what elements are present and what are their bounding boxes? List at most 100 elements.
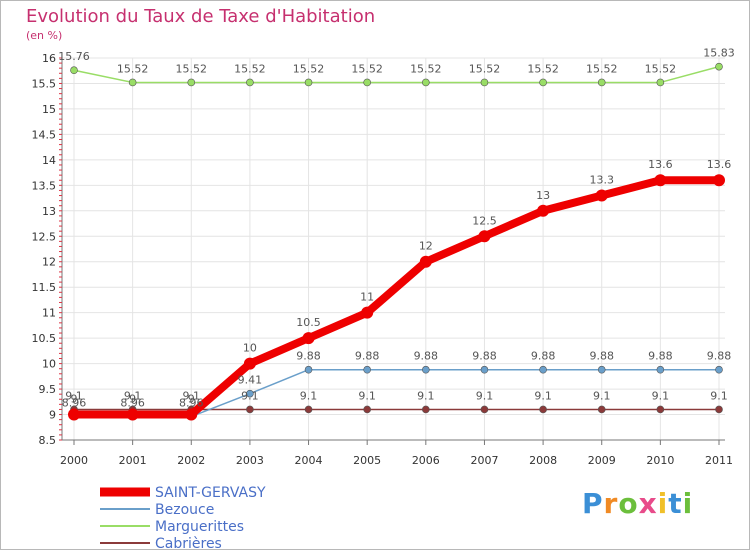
data-label: 9.1 xyxy=(652,389,670,402)
y-tick-label: 10 xyxy=(42,358,56,371)
data-point xyxy=(480,405,489,414)
x-tick-label: 2009 xyxy=(588,454,616,467)
data-label: 15.52 xyxy=(234,62,266,75)
x-tick-label: 2003 xyxy=(236,454,264,467)
data-point xyxy=(539,405,547,414)
x-tick-label: 2005 xyxy=(353,454,381,467)
data-label: 8.96 xyxy=(62,397,87,410)
data-label: 9.1 xyxy=(183,389,201,402)
y-tick-label: 12 xyxy=(42,256,56,269)
data-point xyxy=(302,332,315,345)
y-tick-label: 14.5 xyxy=(32,128,57,141)
proxiti-logo: Proxiti xyxy=(582,487,693,520)
data-point xyxy=(597,365,606,374)
x-tick-label: 2011 xyxy=(705,454,733,467)
x-tick-label: 2006 xyxy=(412,454,440,467)
data-point xyxy=(246,405,254,414)
data-point xyxy=(419,255,432,268)
data-point xyxy=(422,405,430,414)
data-point xyxy=(246,389,254,398)
data-label: 13.6 xyxy=(648,158,673,171)
logo-letter: P xyxy=(582,487,604,520)
x-tick-label: 2000 xyxy=(60,454,88,467)
x-tick-label: 2007 xyxy=(470,454,498,467)
data-label: 13.3 xyxy=(589,174,614,187)
data-label: 9 xyxy=(188,393,195,406)
data-point xyxy=(70,66,78,75)
x-tick-label: 2002 xyxy=(177,454,205,467)
y-tick-label: 11.5 xyxy=(32,281,57,294)
data-label: 12 xyxy=(419,240,433,253)
data-label: 9.88 xyxy=(472,350,497,363)
data-label: 15.52 xyxy=(176,62,208,75)
data-point xyxy=(363,405,371,414)
legend-label: Marguerittes xyxy=(155,519,244,535)
data-point xyxy=(478,230,491,243)
x-tick-label: 2008 xyxy=(529,454,557,467)
data-label: 15.76 xyxy=(58,50,90,63)
data-label: 15.52 xyxy=(293,62,325,75)
data-label: 9.88 xyxy=(707,350,732,363)
data-point xyxy=(656,405,665,414)
data-point xyxy=(304,405,313,414)
data-label: 9.88 xyxy=(355,350,380,363)
data-label: 9.1 xyxy=(534,389,552,402)
data-label: 9.1 xyxy=(710,389,728,402)
y-tick-label: 15.5 xyxy=(32,77,57,90)
data-label: 15.52 xyxy=(645,62,677,75)
data-label: 9.41 xyxy=(238,374,263,387)
data-label: 9.1 xyxy=(593,389,611,402)
data-label: 9.88 xyxy=(414,350,439,363)
y-tick-label: 13 xyxy=(42,205,56,218)
legend: SAINT-GERVASYBezouceMarguerittesCabrière… xyxy=(100,485,266,550)
data-point xyxy=(422,78,430,87)
series-line-marguerittes xyxy=(73,65,720,84)
data-point xyxy=(597,78,606,87)
data-label: 9.88 xyxy=(531,350,556,363)
logo-letter: o xyxy=(618,487,639,520)
data-point xyxy=(597,405,606,414)
data-label: 9.1 xyxy=(358,389,376,402)
data-point xyxy=(654,174,667,187)
data-point xyxy=(128,78,137,87)
legend-label: SAINT-GERVASY xyxy=(155,485,266,501)
data-point xyxy=(539,78,547,87)
data-point xyxy=(595,189,608,202)
data-point xyxy=(304,78,313,87)
data-label: 11 xyxy=(360,291,374,304)
y-tick-label: 9.5 xyxy=(39,383,57,396)
data-label: 8.96 xyxy=(179,397,204,410)
data-label: 10 xyxy=(243,342,257,355)
y-tick-label: 10.5 xyxy=(32,332,57,345)
data-label: 15.83 xyxy=(703,47,735,60)
x-tick-label: 2001 xyxy=(119,454,147,467)
data-point xyxy=(539,365,547,374)
x-tick-label: 2004 xyxy=(295,454,323,467)
y-tick-label: 9 xyxy=(49,409,56,422)
data-point xyxy=(246,78,254,87)
legend-label: Bezouce xyxy=(155,502,214,518)
data-point xyxy=(537,204,550,217)
y-tick-label: 12.5 xyxy=(32,230,57,243)
data-label: 15.52 xyxy=(527,62,559,75)
data-label: 9.1 xyxy=(417,389,435,402)
logo-letter: i xyxy=(657,487,669,520)
data-label: 12.5 xyxy=(472,214,497,227)
axis-layer: 8.5 9 9.5 10 10.5 11 11.5 12 12.5 13 13.5 14 14.5 15 1… xyxy=(32,52,734,467)
chart-title: Evolution du Taux de Taxe d'Habitation xyxy=(26,6,376,27)
y-tick-label: 8.5 xyxy=(39,434,57,447)
y-tick-label: 16 xyxy=(42,52,56,65)
data-point xyxy=(715,405,723,414)
data-point xyxy=(715,62,723,71)
legend-label: Cabrières xyxy=(155,536,222,550)
data-point xyxy=(480,78,489,87)
data-label: 8.96 xyxy=(120,397,145,410)
data-point xyxy=(361,306,374,319)
data-point xyxy=(243,357,256,370)
data-point xyxy=(185,408,198,421)
data-label-layer: 9 9 9 10 10.5 11 12 12.5 13 13.3 13.6 13.6 8.96 8.96 8… xyxy=(58,47,735,410)
logo-letter: t xyxy=(668,487,683,520)
data-label: 9.88 xyxy=(589,350,614,363)
